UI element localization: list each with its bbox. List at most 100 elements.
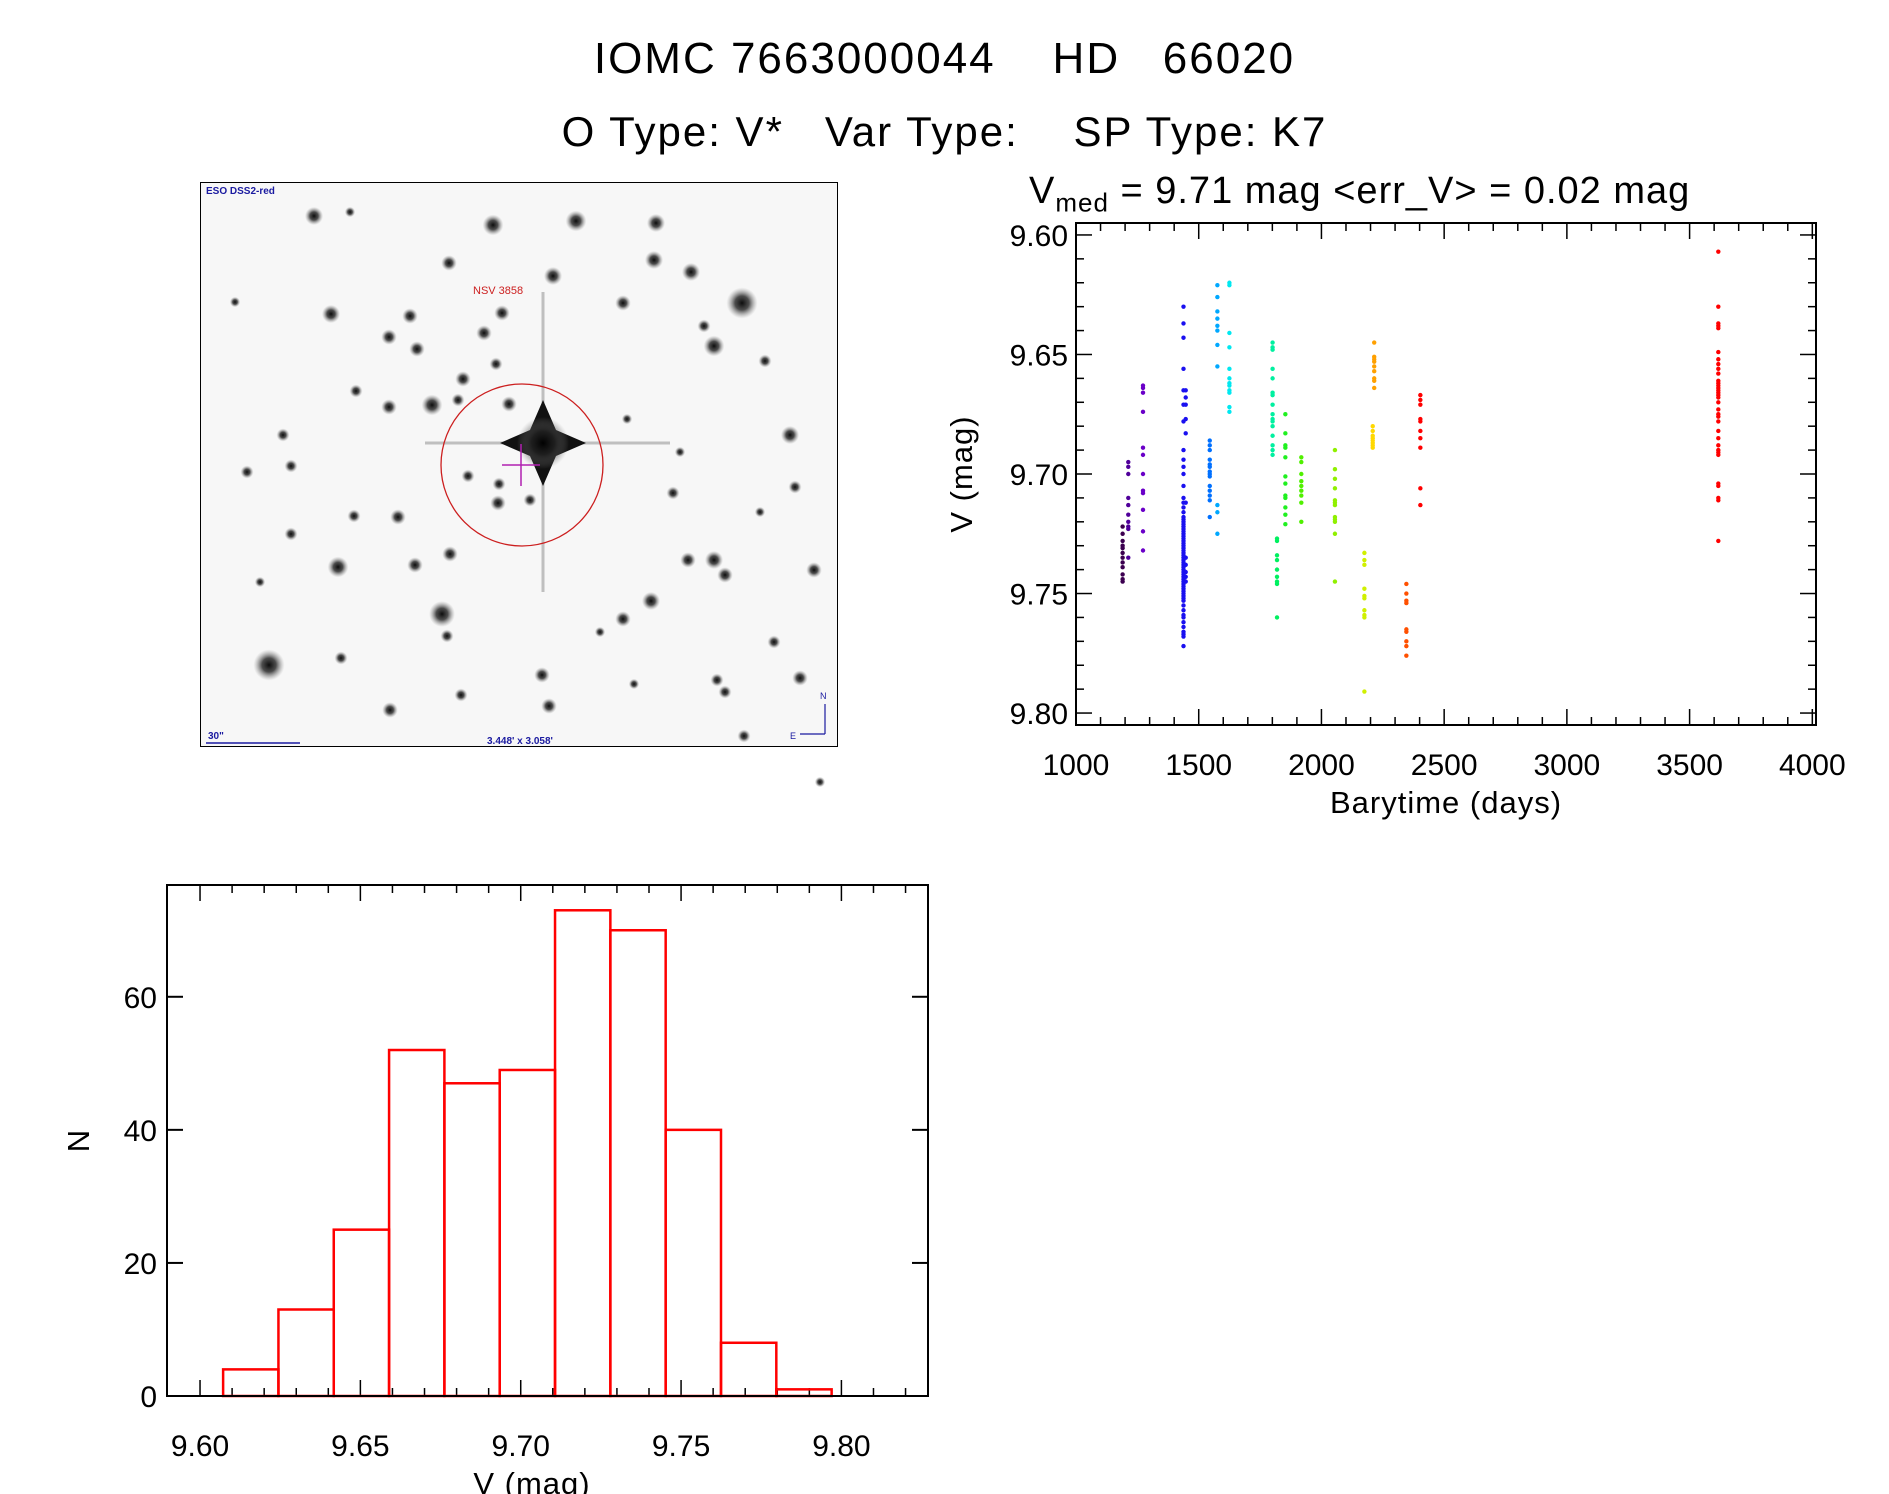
finder-chart-image: NSV 3858 ESO DSS2-red 30" 3.448' x 3.058… bbox=[200, 182, 838, 788]
data-point bbox=[1332, 531, 1338, 536]
light-curve-frame bbox=[1075, 222, 1817, 726]
field-star bbox=[492, 477, 506, 491]
data-point bbox=[1418, 486, 1423, 491]
data-point bbox=[1404, 653, 1409, 658]
data-point bbox=[1274, 574, 1280, 579]
field-star bbox=[501, 396, 517, 412]
data-point bbox=[1207, 488, 1212, 493]
data-point bbox=[1181, 624, 1186, 630]
x-tick-label: 4000 bbox=[1779, 749, 1846, 782]
field-star bbox=[402, 308, 418, 324]
y-tick-label: 9.65 bbox=[1010, 339, 1068, 372]
data-point bbox=[1270, 340, 1275, 345]
data-point bbox=[1299, 478, 1304, 484]
data-point bbox=[1181, 464, 1186, 470]
y-tick-label: 9.80 bbox=[1010, 698, 1068, 731]
data-point bbox=[1362, 608, 1367, 613]
data-point bbox=[1332, 519, 1338, 525]
data-point bbox=[1181, 447, 1186, 453]
data-point bbox=[1207, 447, 1212, 453]
data-point bbox=[1140, 529, 1146, 534]
data-point bbox=[1270, 423, 1275, 429]
data-point bbox=[1362, 586, 1367, 591]
data-point bbox=[1362, 689, 1367, 694]
field-star bbox=[621, 413, 633, 425]
data-point bbox=[1120, 572, 1125, 577]
data-point bbox=[1370, 428, 1375, 434]
histogram-frame bbox=[166, 884, 929, 1397]
image-frame bbox=[200, 182, 838, 747]
data-point bbox=[1418, 397, 1423, 403]
field-star bbox=[681, 262, 701, 282]
data-point bbox=[1181, 304, 1186, 309]
field-star bbox=[737, 729, 751, 743]
data-point bbox=[1181, 615, 1186, 620]
data-point bbox=[1404, 600, 1409, 606]
data-point bbox=[1270, 419, 1275, 424]
field-star bbox=[680, 552, 696, 568]
data-point bbox=[1207, 438, 1212, 443]
data-point bbox=[1215, 364, 1220, 369]
field-star bbox=[347, 509, 361, 523]
data-point bbox=[1227, 330, 1232, 336]
field-star bbox=[646, 213, 666, 233]
histogram-bar bbox=[332, 1228, 391, 1398]
data-point bbox=[1418, 435, 1423, 441]
data-point bbox=[1716, 304, 1721, 309]
crosshair-icon bbox=[502, 444, 540, 486]
data-point bbox=[1332, 486, 1338, 491]
data-point bbox=[1332, 476, 1338, 481]
data-point bbox=[1207, 493, 1212, 498]
field-star bbox=[615, 295, 631, 311]
data-point bbox=[1270, 433, 1275, 438]
data-point bbox=[1362, 596, 1367, 601]
data-point bbox=[1274, 567, 1280, 572]
data-point bbox=[1227, 409, 1232, 415]
field-star bbox=[440, 629, 454, 643]
data-point bbox=[1227, 366, 1232, 372]
x-tick-label: 9.80 bbox=[812, 1430, 870, 1463]
y-tick-label: 60 bbox=[124, 982, 157, 1015]
data-point bbox=[1140, 548, 1146, 553]
field-star bbox=[409, 341, 425, 357]
data-point bbox=[1418, 502, 1423, 508]
data-point bbox=[1181, 335, 1186, 340]
data-point bbox=[1183, 500, 1188, 505]
data-point bbox=[1283, 474, 1288, 479]
data-point bbox=[1332, 579, 1338, 584]
data-point bbox=[1120, 565, 1125, 570]
histogram-bar bbox=[498, 1068, 557, 1398]
data-point bbox=[1126, 526, 1131, 532]
data-point bbox=[1372, 359, 1377, 364]
data-point bbox=[1716, 483, 1721, 489]
field-star bbox=[276, 428, 290, 442]
data-point bbox=[1120, 579, 1125, 584]
y-tick-label: 9.70 bbox=[1010, 459, 1068, 492]
data-point bbox=[1227, 383, 1232, 388]
data-point bbox=[1299, 500, 1304, 505]
data-point bbox=[1404, 639, 1409, 644]
data-point bbox=[1270, 347, 1275, 352]
y-tick-label: 40 bbox=[124, 1115, 157, 1148]
field-star bbox=[594, 626, 606, 638]
scale-label: 30" bbox=[208, 731, 224, 742]
data-point bbox=[1299, 519, 1304, 525]
stats-subscript: med bbox=[1055, 187, 1109, 218]
data-point bbox=[1332, 467, 1338, 472]
y-tick-label: 9.60 bbox=[1010, 220, 1068, 253]
data-point bbox=[1299, 455, 1304, 460]
data-point bbox=[1183, 569, 1188, 575]
data-point bbox=[1181, 471, 1186, 477]
data-point bbox=[1274, 581, 1280, 587]
target-label: NSV 3858 bbox=[473, 285, 523, 297]
data-point bbox=[1299, 493, 1304, 498]
field-star bbox=[454, 688, 468, 702]
x-tick-label: 9.75 bbox=[652, 1430, 710, 1463]
data-point bbox=[1215, 502, 1220, 508]
data-point bbox=[1140, 445, 1146, 450]
data-point bbox=[1120, 524, 1125, 529]
x-axis-title: V (mag) bbox=[473, 1466, 590, 1494]
data-point bbox=[1372, 378, 1377, 383]
